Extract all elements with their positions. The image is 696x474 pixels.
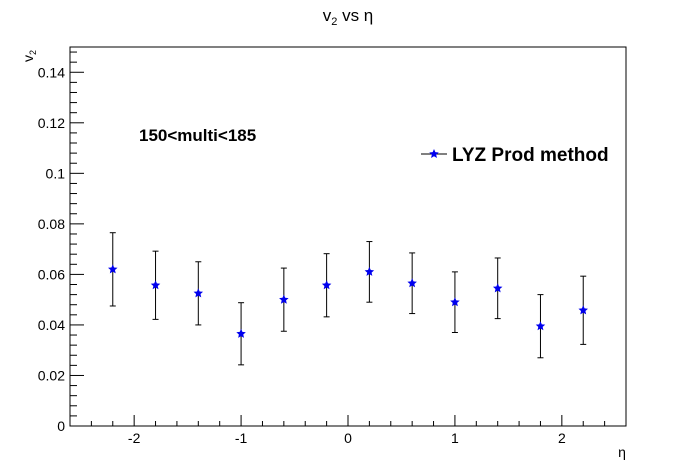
multiplicity-annotation: 150<multi<185 xyxy=(139,126,256,145)
y-tick-label: 0.12 xyxy=(38,115,65,131)
y-tick-label: 0.08 xyxy=(38,216,65,232)
legend: LYZ Prod method xyxy=(421,145,609,166)
chart-title-rest: vs η xyxy=(337,6,373,25)
y-tick-label: 0.02 xyxy=(38,367,65,383)
x-tick-label: -1 xyxy=(235,430,248,446)
y-tick-label: 0 xyxy=(57,418,65,434)
data-point-marker xyxy=(193,288,204,298)
data-point-marker xyxy=(150,280,161,290)
x-tick-label: 1 xyxy=(451,430,459,446)
y-axis-label: v2 xyxy=(20,50,38,62)
data-point-marker xyxy=(108,264,118,274)
legend-marker xyxy=(429,149,439,159)
x-tick-label: 2 xyxy=(558,430,566,446)
y-tick-label: 0.04 xyxy=(38,317,65,333)
data-point-marker xyxy=(492,283,503,293)
x-tick-label: -2 xyxy=(128,430,141,446)
legend-label: LYZ Prod method xyxy=(452,145,609,166)
data-point-marker xyxy=(407,278,417,288)
y-axis-label-main: v xyxy=(20,55,36,62)
chart-title-main: v xyxy=(323,6,332,25)
x-axis-label: η xyxy=(618,444,626,460)
plot-frame xyxy=(69,46,627,427)
y-tick-label: 0.14 xyxy=(38,64,65,80)
data-point-marker xyxy=(279,294,289,304)
data-point-marker xyxy=(321,280,332,290)
axis-ticks xyxy=(69,51,627,427)
y-tick-label: 0.06 xyxy=(38,266,65,282)
x-tick-label: 0 xyxy=(344,430,352,446)
data-point-marker xyxy=(535,321,546,331)
axis-tick-labels: -2 -1 0 1 2 0 0.02 0.04 0.06 0.08 0.1 0.12 0.14 xyxy=(38,64,566,446)
chart-title: v2 vs η xyxy=(323,6,374,28)
data-point-marker xyxy=(236,328,246,338)
data-points xyxy=(108,232,588,366)
data-point-marker xyxy=(364,266,375,276)
y-tick-label: 0.1 xyxy=(46,165,66,181)
data-point-marker xyxy=(450,297,460,307)
y-axis-label-sub: 2 xyxy=(28,50,38,55)
chart-title-sub: 2 xyxy=(331,16,337,28)
data-point-marker xyxy=(578,305,588,315)
